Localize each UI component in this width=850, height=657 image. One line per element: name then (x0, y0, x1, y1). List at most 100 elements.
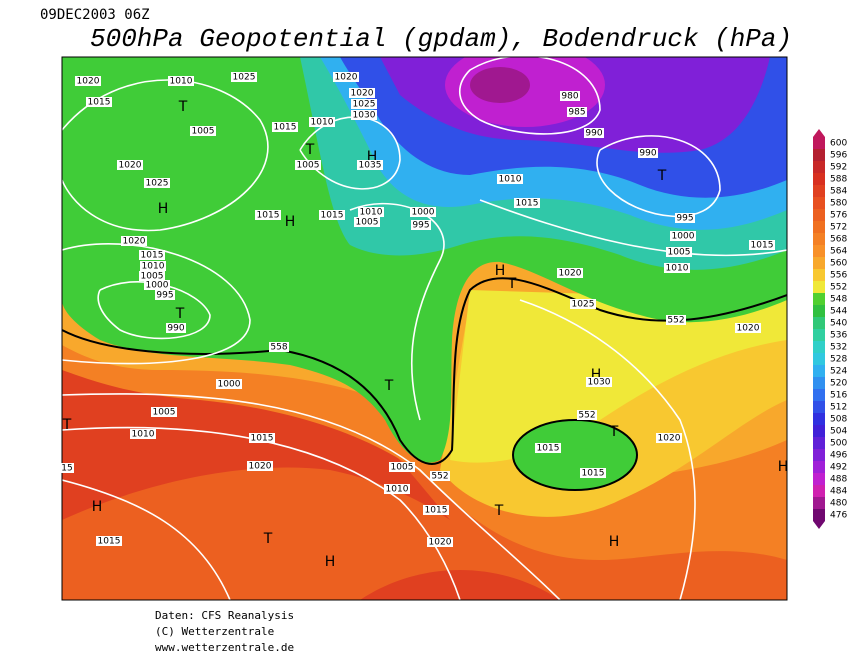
isobar-label: 1030 (353, 111, 376, 121)
isobar-label: 1015 (141, 251, 164, 261)
pressure-center: H (325, 554, 336, 570)
colorbar-label: 504 (830, 427, 847, 437)
isobar-label-bg (351, 99, 377, 109)
isobar-label: 1025 (146, 179, 169, 189)
colorbar-swatch (813, 317, 825, 329)
colorbar-swatch (813, 437, 825, 449)
isobar-label-bg (666, 315, 686, 325)
isobar-label-bg (155, 290, 175, 300)
pressure-center: H (367, 149, 378, 165)
isobar-label: 1015 (582, 469, 605, 479)
isobar-label: 1005 (192, 127, 215, 137)
isobar-label-bg (557, 268, 583, 278)
pressure-center: T (178, 99, 188, 115)
pressure-center: T (494, 503, 504, 519)
isobar-label: 1020 (249, 462, 272, 472)
isobar-label: 1010 (386, 485, 409, 495)
isobar-label: 1015 (274, 123, 297, 133)
isobar-label-bg (309, 117, 335, 127)
isobar-label-bg (166, 323, 186, 333)
pressure-center: H (778, 459, 789, 475)
isobar-label-bg (96, 536, 122, 546)
colorbar-label: 580 (830, 199, 847, 209)
colorbar-label: 552 (830, 283, 847, 293)
isobar-label: 1005 (668, 248, 691, 258)
pressure-center: H (285, 214, 296, 230)
footer-line: Daten: CFS Reanalysis (155, 609, 294, 622)
isobar-label-bg (255, 210, 281, 220)
isobar-label-bg (247, 461, 273, 471)
isobar-label-bg (560, 91, 580, 101)
isobar-label-bg (333, 72, 359, 82)
isobar-label-bg (427, 537, 453, 547)
isobar-label-bg (749, 240, 775, 250)
colorbar-swatch (813, 389, 825, 401)
isobar-label-bg (151, 407, 177, 417)
isobar-label: 990 (585, 129, 602, 139)
isobar-label: 1025 (353, 100, 376, 110)
isobar-label: 990 (167, 324, 184, 334)
colorbar-label: 528 (830, 355, 847, 365)
colorbar-label: 492 (830, 463, 847, 473)
colorbar-swatch (813, 269, 825, 281)
isobar-label: 1005 (391, 463, 414, 473)
isobar-label-bg (735, 323, 761, 333)
colorbar: 600 596 592 588 584 580 576 572 568 564 560 556 552 5… (813, 129, 847, 529)
isobar-label-bg (144, 280, 170, 290)
isobar-label: 1020 (119, 161, 142, 171)
isobar-label-bg (144, 178, 170, 188)
pressure-center: H (92, 499, 103, 515)
isobar-label: 1020 (737, 324, 760, 334)
isobar-label-bg (357, 160, 383, 170)
colorbar-swatch (813, 305, 825, 317)
isobar-label-bg (384, 484, 410, 494)
isobar-label-bg (675, 213, 695, 223)
isobar-label-bg (168, 76, 194, 86)
colorbar-label: 548 (830, 295, 847, 305)
isobar-label-bg (140, 261, 166, 271)
isobar-label-bg (577, 410, 597, 420)
colorbar-swatch (813, 473, 825, 485)
isobar-label-bg (216, 379, 242, 389)
isobar-label: 1020 (658, 434, 681, 444)
colorbar-label: 524 (830, 367, 847, 377)
isobar-label: 558 (270, 343, 287, 353)
isobar-label-bg (60, 463, 74, 473)
colorbar-label: 576 (830, 211, 847, 221)
colorbar-label: 540 (830, 319, 847, 329)
isobar-label-bg (295, 160, 321, 170)
colorbar-swatch (813, 197, 825, 209)
isobar-label-bg (497, 174, 523, 184)
colorbar-label: 592 (830, 163, 847, 173)
map-field (62, 57, 787, 600)
colorbar-label: 520 (830, 379, 847, 389)
colorbar-swatch (813, 185, 825, 197)
isobar-label-bg (117, 160, 143, 170)
isobar-label: 980 (561, 92, 578, 102)
isobar-label: 995 (156, 291, 173, 301)
colorbar-label: 544 (830, 307, 847, 317)
colorbar-swatch (813, 497, 825, 509)
colorbar-swatch (813, 353, 825, 365)
colorbar-label: 564 (830, 247, 847, 257)
pressure-center: H (609, 534, 620, 550)
pressure-center: T (609, 424, 619, 440)
pressure-center: T (657, 168, 667, 184)
colorbar-swatch (813, 413, 825, 425)
footer-line: (C) Wetterzentrale (155, 625, 274, 638)
isobar-label-bg (411, 220, 431, 230)
isobar-label: 1000 (146, 281, 169, 291)
isobar-label-bg (139, 271, 165, 281)
colorbar-swatch (813, 209, 825, 221)
isobar-label: 995 (676, 214, 693, 224)
isobar-label: 1010 (311, 118, 334, 128)
isobar-label: 1000 (218, 380, 241, 390)
pressure-center: T (507, 276, 517, 292)
isobar-label: 1020 (335, 73, 358, 83)
isobar-label: 1010 (666, 264, 689, 274)
colorbar-swatch (813, 461, 825, 473)
date: 09DEC2003 06Z (40, 7, 150, 23)
isobar-label-bg (351, 110, 377, 120)
colorbar-swatch (813, 245, 825, 257)
